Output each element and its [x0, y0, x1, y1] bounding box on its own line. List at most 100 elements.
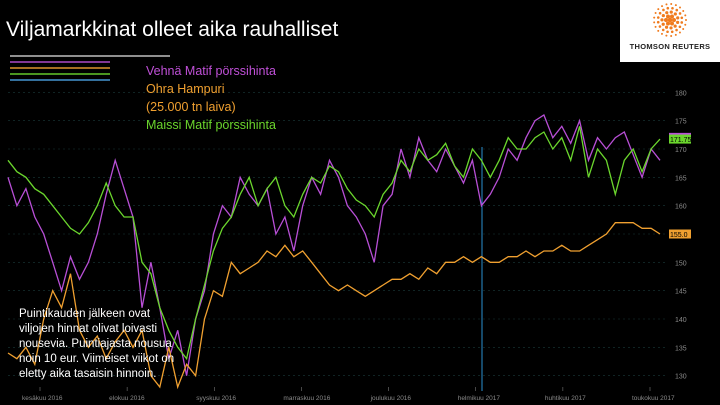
- title-bar: Viljamarkkinat olleet aika rauhalliset: [0, 0, 620, 52]
- logo-dot: [667, 17, 673, 23]
- annotation-text: Puintikauden jälkeen ovat viljojen hinnat…: [19, 308, 174, 380]
- logo-dot: [680, 16, 684, 20]
- x-tick-label: huhtikuu 2017: [545, 395, 586, 402]
- logo-dot: [678, 12, 682, 15]
- logo-dot: [679, 6, 682, 9]
- legend-stub: [10, 55, 170, 81]
- logo-dot: [682, 10, 685, 13]
- logo-dot: [661, 28, 665, 32]
- annotation-line: nousevia. Puintiajasta nousua: [19, 338, 172, 350]
- last-value-label: 171.75: [670, 137, 692, 144]
- legend-stub-line: [10, 73, 110, 75]
- x-tick-label: joulukuu 2016: [370, 395, 412, 402]
- logo-dot: [673, 24, 677, 28]
- logo-dot: [660, 18, 664, 22]
- y-tick-label: 180: [675, 90, 687, 97]
- y-tick-label: 165: [675, 175, 687, 182]
- last-value-badge: [669, 229, 691, 239]
- logo-dot: [666, 14, 670, 19]
- annotation-line: viljojen hinnat olivat loivasti: [19, 323, 157, 335]
- logo-dot: [680, 21, 684, 24]
- logo-dot: [666, 30, 669, 34]
- logo-dot: [673, 12, 677, 16]
- last-value-badge: [669, 134, 691, 144]
- logo-dot: [654, 12, 657, 15]
- logo-dot: [669, 10, 673, 14]
- y-tick-label: 160: [675, 204, 687, 211]
- logo-dot: [666, 6, 670, 10]
- logo: THOMSON REUTERS: [620, 0, 720, 62]
- logo-dot: [661, 13, 665, 18]
- logo-dot: [653, 21, 656, 24]
- price-chart: 130135140145150155160165170175180172.051…: [7, 55, 692, 402]
- thomson-reuters-logo-icon: [653, 3, 687, 37]
- series-line: [7, 126, 661, 361]
- series-line: [7, 222, 661, 390]
- logo-dot: [662, 8, 665, 12]
- x-tick-label: elokuu 2016: [109, 395, 145, 402]
- x-tick-label: helmikuu 2017: [458, 395, 501, 402]
- logo-dot: [678, 31, 681, 34]
- logo-dot: [682, 28, 685, 31]
- logo-dot: [678, 25, 682, 29]
- legend-stub-line: [10, 79, 110, 81]
- logo-dot: [664, 18, 668, 22]
- logo-dot: [664, 25, 669, 29]
- series-label: (25.000 tn laiva): [146, 100, 236, 114]
- y-tick-label: 170: [675, 147, 687, 154]
- logo-dot: [672, 18, 676, 22]
- logo-dot: [675, 28, 678, 32]
- page-title: Viljamarkkinat olleet aika rauhalliset: [6, 18, 339, 41]
- x-tick-label: marraskuu 2016: [283, 395, 330, 402]
- logo-dot: [666, 21, 670, 26]
- logo-dot: [670, 21, 674, 26]
- logo-dot: [654, 25, 657, 28]
- series-label: Vehnä Matif pörssihinta: [146, 64, 276, 78]
- logo-dot: [674, 4, 677, 7]
- logo-dot: [671, 6, 674, 10]
- logo-dot: [657, 29, 660, 32]
- annotation-line: Puintikauden jälkeen ovat: [19, 308, 151, 320]
- logo-dot: [658, 11, 662, 15]
- y-tick-label: 135: [675, 345, 687, 352]
- logo-dot: [676, 16, 680, 20]
- logo-dot: [657, 8, 660, 11]
- logo-dot: [653, 16, 656, 19]
- logo-dot: [656, 20, 660, 24]
- logo-dot: [670, 3, 673, 6]
- chart-panel: 130135140145150155160165170175180172.051…: [0, 52, 720, 405]
- series-label: Maissi Matif pörssihinta: [146, 118, 276, 132]
- logo-dot: [670, 14, 674, 19]
- y-tick-label: 145: [675, 289, 687, 296]
- logo-dot: [665, 3, 668, 6]
- y-tick-label: 140: [675, 317, 687, 324]
- series-labels: Vehnä Matif pörssihinta Ohra Hampuri (25.0…: [146, 64, 276, 132]
- logo-dot: [676, 20, 680, 24]
- x-tick-label: kesäkuu 2016: [22, 395, 63, 402]
- logo-dot: [661, 5, 664, 8]
- logo-dot: [661, 22, 665, 26]
- last-value-label: 155.0: [670, 232, 688, 239]
- logo-dot: [669, 26, 673, 30]
- legend-stub-line: [10, 61, 110, 63]
- y-tick-label: 175: [675, 119, 687, 126]
- logo-dot: [674, 33, 677, 36]
- logo-text: THOMSON REUTERS: [629, 42, 711, 51]
- y-tick-label: 130: [675, 374, 687, 381]
- logo-dot: [665, 11, 669, 15]
- logo-dot: [660, 32, 663, 35]
- logo-dot: [675, 8, 679, 12]
- logo-dot: [684, 23, 687, 26]
- annotation-line: noin 10 eur. Viimeiset viikot on: [19, 353, 174, 365]
- y-tick-label: 150: [675, 260, 687, 267]
- x-tick-label: syyskuu 2016: [196, 395, 236, 402]
- logo-dot: [670, 34, 673, 37]
- logo-dot: [670, 30, 674, 34]
- logo-dot: [684, 14, 687, 17]
- logo-dot: [665, 34, 668, 37]
- legend-stub-line: [10, 67, 110, 69]
- logo-dot: [658, 25, 662, 28]
- logo-dot: [656, 16, 660, 19]
- series-label: Ohra Hampuri: [146, 82, 225, 96]
- legend-stub-line: [10, 55, 170, 57]
